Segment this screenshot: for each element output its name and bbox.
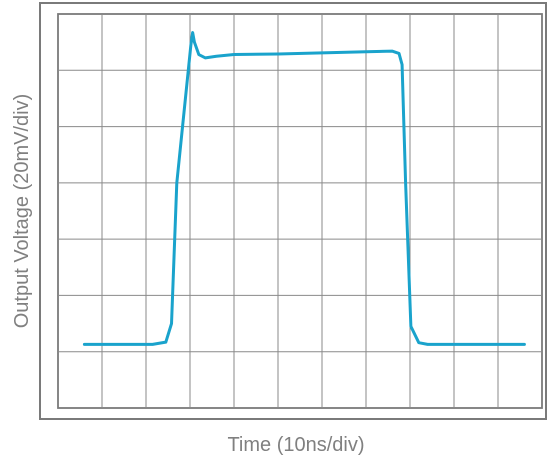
y-axis-label: Output Voltage (20mV/div) (11, 94, 33, 329)
signal-trace (82, 31, 526, 346)
grid-lines (58, 14, 542, 408)
plot-area (57, 13, 543, 409)
x-axis-label: Time (10ns/div) (227, 434, 364, 456)
